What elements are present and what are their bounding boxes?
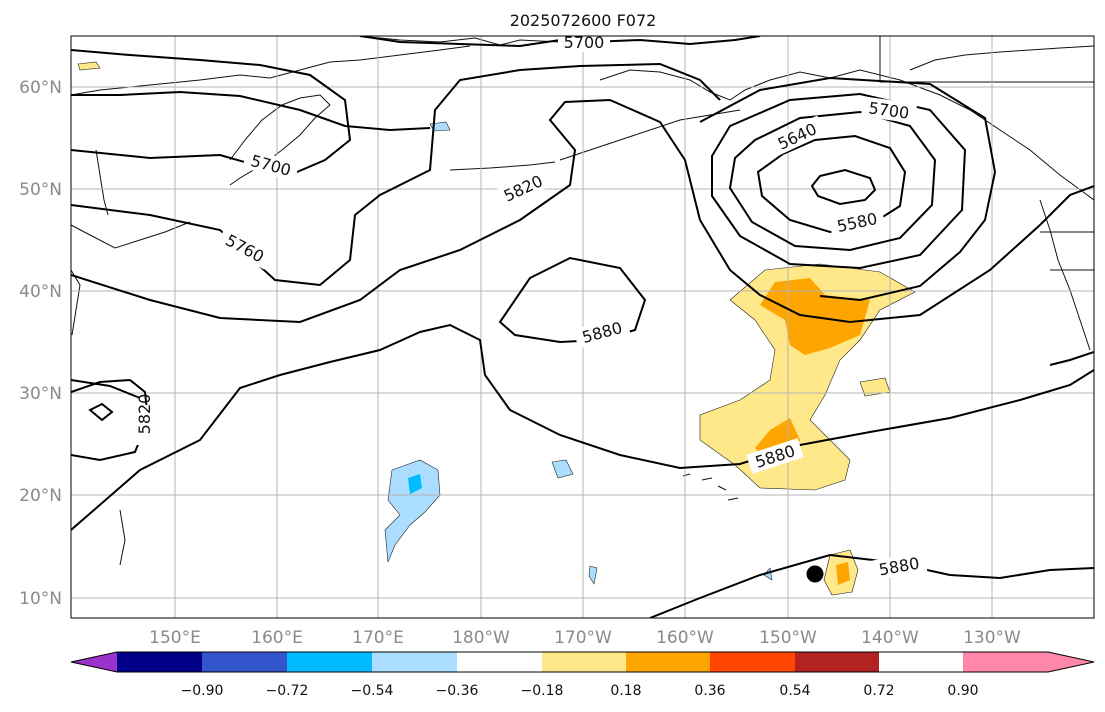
lat-label: 10°N: [19, 589, 62, 609]
colorbar-swatch: [202, 652, 287, 672]
colorbar-tick: −0.54: [351, 683, 394, 699]
colorbar-tick: −0.36: [436, 683, 479, 699]
colorbar-min-arrow: [71, 652, 117, 672]
lon-label: 170°E: [352, 628, 404, 648]
lon-label: 150°E: [149, 628, 201, 648]
lat-label: 40°N: [19, 282, 62, 302]
contour-5640: [711, 92, 967, 270]
longitude-labels: 150°E 160°E 170°E 180°W 170°W 160°W 150°…: [149, 628, 1021, 648]
lon-label: 160°E: [251, 628, 303, 648]
colorbar-swatch: [795, 652, 879, 672]
contour-5700: [71, 90, 431, 132]
contour-5880: [71, 379, 141, 399]
contour-5580: [810, 168, 877, 206]
contour-5640: [728, 110, 937, 252]
negative-anomaly-region: [384, 459, 441, 563]
colorbar-swatch: [117, 652, 202, 672]
map-frame: [70, 35, 1095, 619]
lon-label: 180°W: [452, 628, 510, 648]
negative-anomaly-region: [763, 567, 773, 581]
colorbar-swatch: [542, 652, 626, 672]
colorbar-tick: −0.72: [266, 683, 309, 699]
positive-anomaly-region: [77, 61, 101, 71]
contour-5880: [71, 323, 1094, 531]
negative-anomaly-core: [408, 474, 422, 494]
lat-label: 20°N: [19, 486, 62, 506]
lon-label: 130°W: [963, 628, 1021, 648]
colorbar-tick: 0.90: [947, 683, 978, 699]
colorbar-swatch: [287, 652, 372, 672]
contour-label: 5700: [564, 33, 605, 52]
typhoon-center-dot: [806, 565, 824, 583]
lon-label: 140°W: [861, 628, 919, 648]
colorbar-swatch: [457, 652, 542, 672]
contour-5880: [88, 402, 114, 422]
colorbar-max-arrow: [963, 652, 1094, 672]
negative-anomaly-region: [551, 459, 574, 479]
lat-label: 50°N: [19, 180, 62, 200]
map-panel: 5700 5700 5640 5580 5820 5760 5820 5880 …: [70, 32, 1095, 619]
colorbar-swatch: [710, 652, 795, 672]
strong-positive-anomaly: [836, 562, 850, 585]
contour-5700: [699, 76, 997, 302]
colorbar-swatch: [372, 652, 457, 672]
lon-label: 160°W: [656, 628, 714, 648]
colorbar: −0.90 −0.72 −0.54 −0.36 −0.18 0.18 0.36 …: [70, 651, 1095, 699]
contour-5820: [71, 98, 1094, 324]
colorbar-swatch: [626, 652, 710, 672]
colorbar-tick: −0.18: [521, 683, 564, 699]
gridlines: [71, 36, 1094, 618]
colorbar-tick: 0.54: [779, 683, 810, 699]
contour-label: 5820: [135, 394, 154, 435]
map-title: 2025072600 F072: [510, 11, 657, 30]
contour-5880: [498, 256, 647, 344]
colorbar-tick: 0.72: [863, 683, 894, 699]
lat-label: 30°N: [19, 384, 62, 404]
contour-5880: [1049, 351, 1094, 366]
colorbar-tick: 0.36: [694, 683, 725, 699]
lon-label: 170°W: [554, 628, 612, 648]
negative-anomaly-region: [588, 565, 598, 585]
lat-label: 60°N: [19, 78, 62, 98]
colorbar-tick: −0.90: [181, 683, 224, 699]
contour-5760: [71, 49, 352, 177]
latitude-labels: 60°N 50°N 40°N 30°N 20°N 10°N: [19, 78, 62, 609]
lon-label: 150°W: [759, 628, 817, 648]
contour-5640: [756, 134, 907, 234]
colorbar-tick: 0.18: [610, 683, 641, 699]
